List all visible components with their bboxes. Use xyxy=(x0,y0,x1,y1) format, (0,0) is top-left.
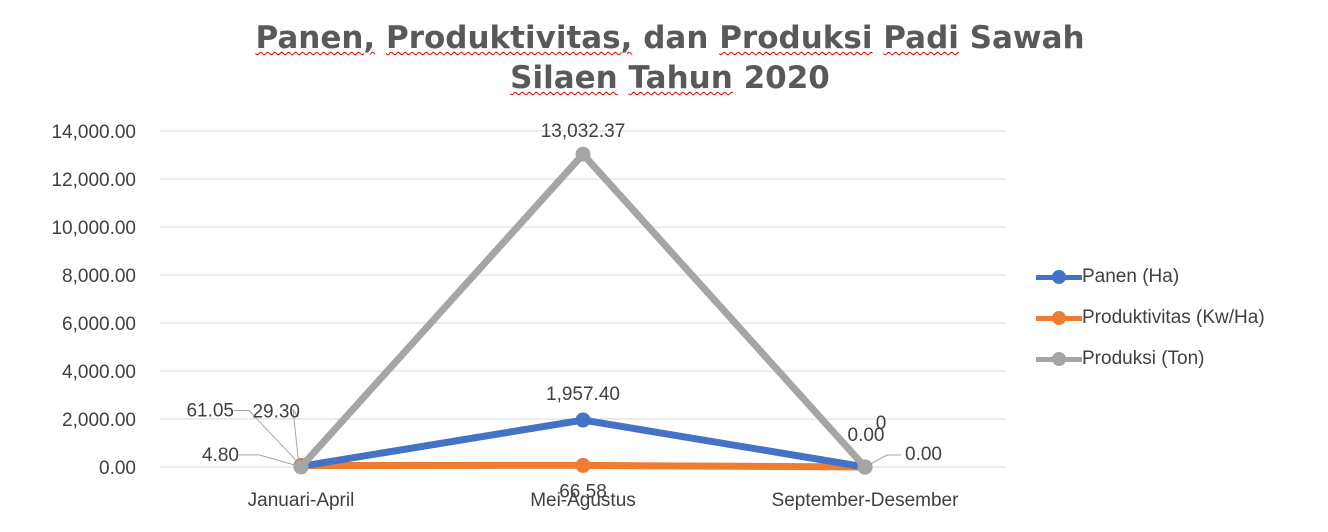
legend-label: Produksi (Ton) xyxy=(1082,347,1205,369)
data-point xyxy=(575,146,591,162)
title-word: Silaen xyxy=(510,60,618,96)
legend: Panen (Ha) Produktivitas (Kw/Ha) Produksi … xyxy=(1036,256,1265,379)
y-tick-label: 12,000.00 xyxy=(51,170,136,191)
label-leader-line xyxy=(239,454,302,468)
x-tick-label: September-Desember xyxy=(772,490,960,511)
chart-title-line-2: Silaen Tahun 2020 xyxy=(200,58,1140,98)
label-leader-line xyxy=(234,410,302,466)
x-axis-ticks: Januari-April Mei-Agustus September-Desemb… xyxy=(248,490,959,511)
series-lines xyxy=(293,146,873,475)
legend-label: Produktivitas (Kw/Ha) xyxy=(1082,306,1265,328)
x-tick-label: Mei-Agustus xyxy=(530,490,636,511)
y-axis-ticks: 0.00 2,000.00 4,000.00 6,000.00 8,000.00 10,0… xyxy=(51,122,136,479)
data-point xyxy=(575,457,591,473)
title-word: dan xyxy=(643,20,709,56)
x-tick-label: Januari-April xyxy=(248,490,355,511)
label-leader-line xyxy=(292,409,300,467)
title-word: Sawah xyxy=(969,20,1085,56)
data-label: 4.80 xyxy=(202,445,239,466)
title-word: 2020 xyxy=(743,60,830,96)
title-word: Tahun xyxy=(628,60,733,96)
legend-item: Produksi (Ton) xyxy=(1036,338,1265,379)
y-tick-label: 14,000.00 xyxy=(51,122,136,143)
y-tick-label: 4,000.00 xyxy=(62,362,136,383)
data-label: 29.30 xyxy=(252,401,300,422)
legend-swatch xyxy=(1036,268,1082,286)
data-label: 66.58 xyxy=(559,481,607,502)
legend-item: Panen (Ha) xyxy=(1036,256,1265,297)
data-labels: 29.30 1,957.40 0 61.05 66.58 0.00 4.80 13,032.3… xyxy=(186,121,942,502)
data-label: 0 xyxy=(876,413,887,434)
title-word: Panen, xyxy=(255,20,376,56)
label-leader-line xyxy=(864,454,901,468)
data-label: 1,957.40 xyxy=(546,384,620,405)
title-word: Produksi xyxy=(719,20,873,56)
title-word: Padi xyxy=(883,20,959,56)
y-tick-label: 8,000.00 xyxy=(62,266,136,287)
y-tick-label: 6,000.00 xyxy=(62,314,136,335)
y-tick-label: 10,000.00 xyxy=(51,218,136,239)
data-label: 0.00 xyxy=(905,444,942,465)
chart-title-line-1: Panen, Produktivitas, dan Produksi Padi … xyxy=(200,18,1140,58)
data-label: 13,032.37 xyxy=(541,121,626,142)
legend-swatch xyxy=(1036,309,1082,327)
data-label: 0.00 xyxy=(848,425,885,446)
y-tick-label: 2,000.00 xyxy=(62,410,136,431)
title-word: Produktivitas, xyxy=(385,20,633,56)
label-leader-lines xyxy=(234,409,901,468)
data-point xyxy=(575,412,591,428)
legend-swatch xyxy=(1036,350,1082,368)
chart-title: Panen, Produktivitas, dan Produksi Padi … xyxy=(200,18,1140,98)
legend-item: Produktivitas (Kw/Ha) xyxy=(1036,297,1265,338)
y-tick-label: 0.00 xyxy=(99,458,136,479)
data-label: 61.05 xyxy=(186,401,234,422)
legend-label: Panen (Ha) xyxy=(1082,265,1180,287)
